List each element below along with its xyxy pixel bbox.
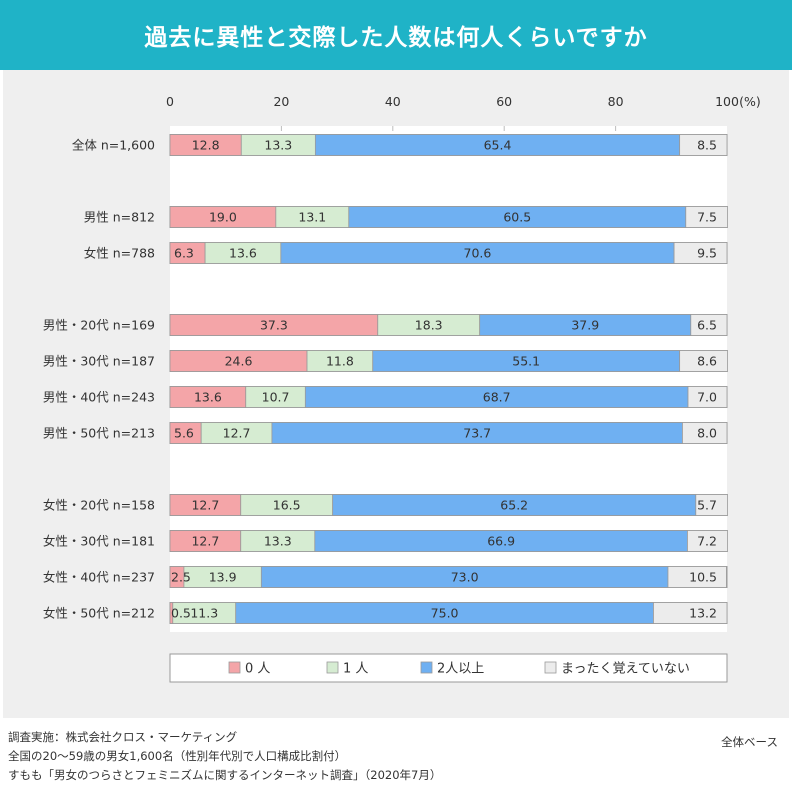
data-label: 37.9 xyxy=(571,318,599,333)
data-label: 37.3 xyxy=(260,318,288,333)
data-label: 65.2 xyxy=(500,498,528,513)
category-label: 女性・30代 n=181 xyxy=(43,534,155,549)
legend-label: まったく覚えていない xyxy=(561,662,690,677)
data-label: 16.5 xyxy=(273,498,301,513)
category-label: 女性・40代 n=237 xyxy=(43,570,155,585)
bar-segment xyxy=(673,242,728,264)
data-label: 13.2 xyxy=(689,606,717,621)
data-label: 7.2 xyxy=(697,534,717,549)
data-label: 12.7 xyxy=(191,534,219,549)
data-label: 5.6 xyxy=(174,426,194,441)
bar-segment xyxy=(687,530,728,552)
category-label: 全体 n=1,600 xyxy=(72,138,155,153)
data-label: 73.0 xyxy=(451,570,479,585)
bar-segment xyxy=(690,314,728,336)
data-label: 12.7 xyxy=(191,498,219,513)
chart-panel: 0 20 40 60 80 100 (%) 全体 n=1,600 12.8 13.3 65.4 8.5… xyxy=(3,70,789,718)
x-tick-label: 60 xyxy=(496,94,512,109)
data-label: 75.0 xyxy=(431,606,459,621)
data-label: 12.7 xyxy=(223,426,251,441)
legend-swatch xyxy=(544,661,557,674)
data-label: 10.7 xyxy=(262,390,290,405)
data-label: 13.3 xyxy=(264,138,292,153)
footer-line-sample: 全国の20～59歳の男女1,600名（性別年代別で人口構成比割付） xyxy=(8,749,347,763)
data-label: 11.3 xyxy=(190,606,218,621)
data-label: 7.5 xyxy=(697,210,717,225)
data-label: 8.5 xyxy=(697,138,717,153)
data-label: 0.5 xyxy=(171,606,191,621)
data-label: 19.0 xyxy=(209,210,237,225)
footer-notes: 調査実施：株式会社クロス・マーケティング 全国の20～59歳の男女1,600名（… xyxy=(8,728,441,785)
category-label: 女性・20代 n=158 xyxy=(43,498,155,513)
bar-segment xyxy=(667,566,727,588)
data-label: 8.6 xyxy=(697,354,717,369)
category-label: 男性・50代 n=213 xyxy=(43,426,155,441)
data-label: 13.1 xyxy=(298,210,326,225)
footer-base-note: 全体ベース xyxy=(721,735,778,749)
legend-label: 0 人 xyxy=(245,662,270,677)
x-tick-label: 100 xyxy=(715,94,739,109)
x-tick-label: 0 xyxy=(166,94,174,109)
bar-segment xyxy=(682,422,728,444)
data-label: 11.8 xyxy=(326,354,354,369)
data-label: 9.5 xyxy=(697,246,717,261)
category-label: 男性・20代 n=169 xyxy=(43,318,155,333)
legend-box xyxy=(169,653,728,683)
category-label: 男性・30代 n=187 xyxy=(43,354,155,369)
data-label: 65.4 xyxy=(484,138,512,153)
x-tick-label: 40 xyxy=(385,94,401,109)
x-unit-label: (%) xyxy=(739,94,761,109)
data-label: 12.8 xyxy=(192,138,220,153)
data-label: 10.5 xyxy=(689,570,717,585)
bar-segment xyxy=(679,350,728,372)
legend-swatch xyxy=(326,661,339,674)
legend-label: 2人以上 xyxy=(437,662,484,677)
bar-segment xyxy=(687,386,728,408)
data-label: 8.0 xyxy=(697,426,717,441)
footer-line-source: すもも「男女のつらさとフェミニズムに関するインターネット調査」（2020年7月） xyxy=(8,768,442,782)
footer-line-survey: 調査実施：株式会社クロス・マーケティング xyxy=(8,730,238,744)
data-label: 66.9 xyxy=(487,534,515,549)
category-label: 女性 n=788 xyxy=(84,246,155,261)
data-label: 70.6 xyxy=(464,246,492,261)
data-label: 2.5 xyxy=(171,570,191,585)
data-label: 55.1 xyxy=(512,354,540,369)
data-label: 60.5 xyxy=(503,210,531,225)
data-label: 7.0 xyxy=(697,390,717,405)
category-label: 男性・40代 n=243 xyxy=(43,390,155,405)
bar-segment xyxy=(653,602,728,624)
category-label: 男性 n=812 xyxy=(84,210,155,225)
data-label: 13.6 xyxy=(194,390,222,405)
legend-swatch xyxy=(228,661,241,674)
data-label: 13.9 xyxy=(209,570,237,585)
data-label: 6.5 xyxy=(697,318,717,333)
data-label: 73.7 xyxy=(463,426,491,441)
data-label: 13.3 xyxy=(264,534,292,549)
data-label: 24.6 xyxy=(225,354,253,369)
legend-swatch xyxy=(420,661,433,674)
data-label: 6.3 xyxy=(174,246,194,261)
data-label: 18.3 xyxy=(415,318,443,333)
x-tick-label: 20 xyxy=(273,94,289,109)
data-label: 68.7 xyxy=(483,390,511,405)
data-label: 13.6 xyxy=(229,246,257,261)
bar-segment xyxy=(679,134,728,156)
chart-title: 過去に異性と交際した人数は何人くらいですか xyxy=(144,25,648,51)
legend-label: 1 人 xyxy=(343,662,368,677)
bar-segment xyxy=(685,206,728,228)
bar-segment xyxy=(695,494,728,516)
stacked-bar-chart: 0 20 40 60 80 100 (%) 全体 n=1,600 12.8 13.3 65.4 8.5… xyxy=(43,94,761,683)
plot-area xyxy=(170,126,727,632)
x-tick-label: 80 xyxy=(608,94,624,109)
category-label: 女性・50代 n=212 xyxy=(43,606,155,621)
title-bar: 過去に異性と交際した人数は何人くらいですか xyxy=(0,0,792,70)
data-label: 5.7 xyxy=(697,498,717,513)
